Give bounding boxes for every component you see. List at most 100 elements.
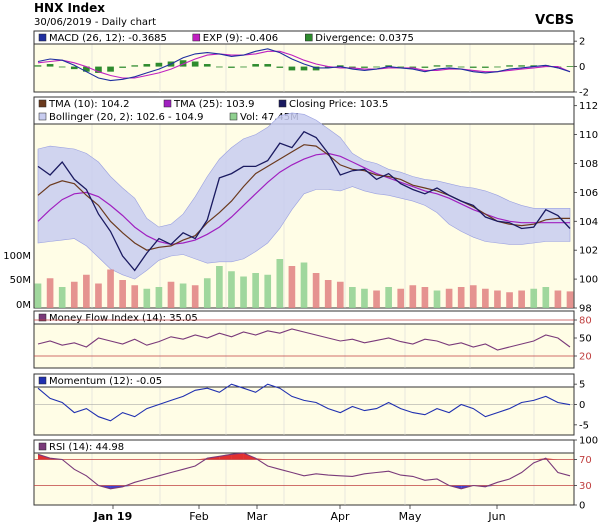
divergence-bar bbox=[252, 64, 259, 67]
y-tick-label: 100 bbox=[579, 436, 598, 447]
macd-panel: MACD (26, 12): -0.3685 EXP (9): -0.406 Div… bbox=[33, 30, 589, 99]
legend-swatch bbox=[38, 313, 47, 322]
y-tick-label: 80 bbox=[579, 316, 592, 327]
volume-bar bbox=[433, 290, 441, 308]
x-tick-label: Apr bbox=[330, 510, 350, 523]
volume-bar bbox=[409, 285, 417, 308]
divergence-bar bbox=[300, 66, 308, 71]
x-tick-label: Jan 19 bbox=[93, 510, 132, 523]
legend-swatch bbox=[38, 442, 47, 451]
divergence-bar bbox=[530, 65, 538, 67]
chart-subtitle: 30/06/2019 - Daily chart bbox=[34, 17, 156, 28]
legend-swatch bbox=[229, 112, 238, 121]
momentum-line bbox=[37, 383, 571, 422]
legend-entry: Vol: 47.45M bbox=[240, 112, 299, 123]
divergence-bar bbox=[385, 65, 392, 67]
legend-swatch bbox=[38, 33, 47, 42]
volume-bar bbox=[216, 266, 223, 308]
volume-bar bbox=[288, 266, 296, 308]
divergence-bar bbox=[179, 60, 187, 67]
divergence-bar bbox=[397, 66, 405, 68]
volume-bar bbox=[494, 290, 501, 308]
divergence-bar bbox=[240, 66, 247, 68]
legend-entry: TMA (10): 104.2 bbox=[48, 99, 129, 110]
volume-bar bbox=[240, 276, 247, 308]
volume-bar bbox=[70, 281, 78, 308]
bollinger-band bbox=[37, 112, 571, 280]
volume-bar bbox=[167, 281, 175, 308]
volume-tick-label: 100M bbox=[3, 251, 31, 262]
price-panel: TMA (10): 104.2 TMA (25): 103.9 Closing Pr… bbox=[3, 96, 598, 315]
chart-title: HNX Index bbox=[34, 1, 105, 15]
volume-bar bbox=[58, 287, 66, 308]
legend-entry: EXP (9): -0.406 bbox=[203, 33, 278, 44]
volume-bar bbox=[131, 285, 139, 308]
volume-bar bbox=[373, 290, 380, 308]
volume-bar bbox=[34, 283, 42, 308]
legend-swatch bbox=[305, 33, 313, 42]
divergence-bar bbox=[457, 66, 465, 68]
volume-bar bbox=[445, 288, 453, 308]
volume-bar bbox=[95, 283, 102, 308]
divergence-bar bbox=[58, 66, 66, 68]
y-tick-label: 0 bbox=[579, 62, 585, 73]
momentum-panel: Momentum (12): -0.05 5 0 -5 bbox=[33, 373, 589, 436]
legend-swatch bbox=[38, 112, 47, 121]
divergence-bar bbox=[373, 66, 380, 68]
divergence-bar bbox=[336, 65, 344, 67]
divergence-bar bbox=[95, 66, 102, 73]
legend-entry: TMA (25): 103.9 bbox=[173, 99, 254, 110]
divergence-bar bbox=[542, 65, 550, 67]
volume-bar bbox=[203, 278, 211, 308]
y-tick-label: 110 bbox=[579, 130, 598, 141]
mfi-line bbox=[37, 328, 571, 351]
volume-bar bbox=[46, 278, 54, 308]
rsi-line bbox=[37, 452, 571, 490]
volume-bar bbox=[542, 287, 550, 308]
volume-bar bbox=[252, 273, 259, 308]
divergence-bar bbox=[409, 66, 417, 68]
y-tick-label: 5 bbox=[579, 380, 585, 391]
divergence-bar bbox=[228, 66, 235, 68]
y-tick-label: 98 bbox=[579, 304, 592, 315]
rsi-overbought-area bbox=[231, 453, 244, 460]
volume-bar bbox=[143, 288, 151, 308]
legend-bar bbox=[33, 439, 575, 454]
divergence-bar bbox=[83, 66, 90, 72]
volume-bar bbox=[397, 288, 405, 308]
y-tick-label: 106 bbox=[579, 188, 598, 199]
divergence-bar bbox=[131, 65, 139, 67]
divergence-bar bbox=[34, 65, 42, 67]
volume-tick-label: 0M bbox=[16, 300, 31, 311]
y-tick-label: 0 bbox=[579, 501, 585, 512]
divergence-bar bbox=[494, 66, 501, 68]
divergence-bar bbox=[349, 66, 356, 68]
volume-bar bbox=[324, 280, 332, 308]
divergence-bar bbox=[324, 66, 332, 68]
legend-entry: Closing Price: 103.5 bbox=[289, 99, 388, 110]
volume-bar bbox=[179, 283, 187, 308]
volume-tick-label: 50M bbox=[10, 275, 31, 286]
legend-swatch bbox=[38, 99, 47, 108]
legend-entry: Divergence: 0.0375 bbox=[315, 33, 414, 44]
volume-bar bbox=[300, 262, 308, 308]
legend-bar bbox=[33, 373, 575, 388]
divergence-bar bbox=[445, 65, 453, 67]
divergence-bar bbox=[107, 66, 114, 72]
volume-bar bbox=[421, 287, 429, 308]
volume-bar bbox=[228, 271, 235, 308]
volume-bar bbox=[312, 273, 320, 308]
y-tick-label: 30 bbox=[579, 481, 592, 492]
volume-bar bbox=[349, 287, 356, 308]
volume-bar bbox=[191, 285, 199, 308]
divergence-bar bbox=[482, 66, 489, 68]
volume-bar bbox=[336, 281, 344, 308]
volume-bar bbox=[554, 290, 562, 308]
volume-bar bbox=[361, 288, 368, 308]
volume-bar bbox=[155, 287, 163, 308]
volume-bar bbox=[482, 288, 489, 308]
brand-label: VCBS bbox=[535, 13, 574, 28]
y-tick-label: 102 bbox=[579, 246, 598, 257]
y-tick-label: 0 bbox=[579, 400, 585, 411]
